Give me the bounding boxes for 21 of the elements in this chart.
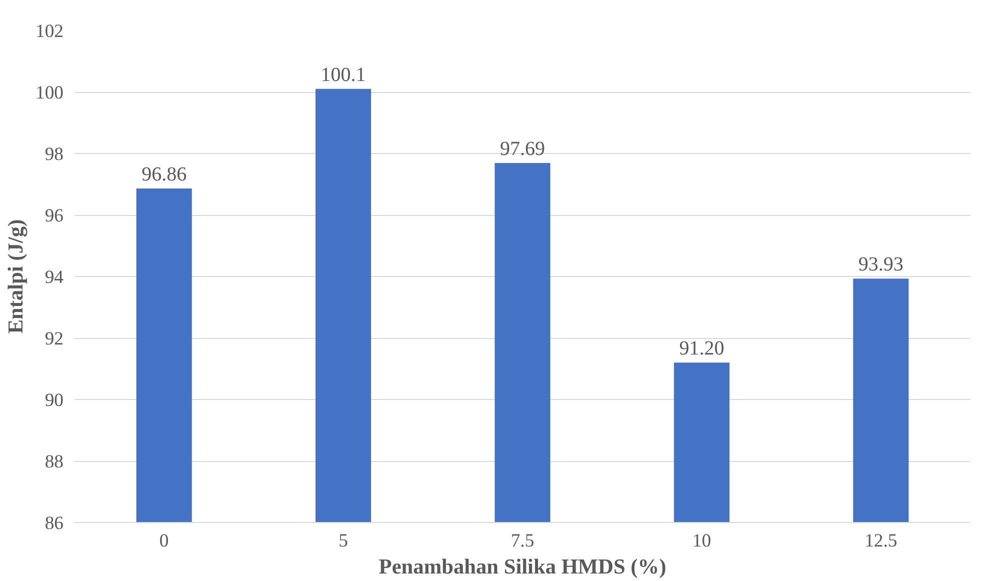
- y-tick-label: 94: [44, 267, 64, 288]
- data-label: 97.69: [500, 138, 545, 160]
- y-tick-label: 96: [44, 206, 64, 226]
- y-tick-label: 100: [36, 82, 64, 104]
- y-tick-label: 88: [44, 452, 64, 472]
- y-tick-label: 90: [44, 390, 64, 411]
- y-tick-label: 98: [44, 144, 64, 165]
- y-tick-label: 86: [44, 513, 64, 534]
- data-label: 100.1: [320, 64, 366, 86]
- x-tick-label: 10: [692, 530, 712, 552]
- x-tick-label: 5: [338, 530, 348, 552]
- x-tick-label: 0: [159, 530, 169, 552]
- x-axis-title: Penambahan Silika HMDS (%): [378, 554, 666, 578]
- x-tick-label: 7.5: [510, 530, 534, 552]
- y-axis-title: Entalpi (J/g): [4, 219, 28, 334]
- data-label: 96.86: [142, 164, 187, 186]
- data-label: 91.20: [679, 338, 724, 360]
- data-label: 93.93: [858, 254, 904, 276]
- x-tick-label: 12.5: [864, 530, 898, 552]
- y-tick-label: 92: [44, 328, 64, 350]
- y-tick-label: 102: [36, 21, 64, 42]
